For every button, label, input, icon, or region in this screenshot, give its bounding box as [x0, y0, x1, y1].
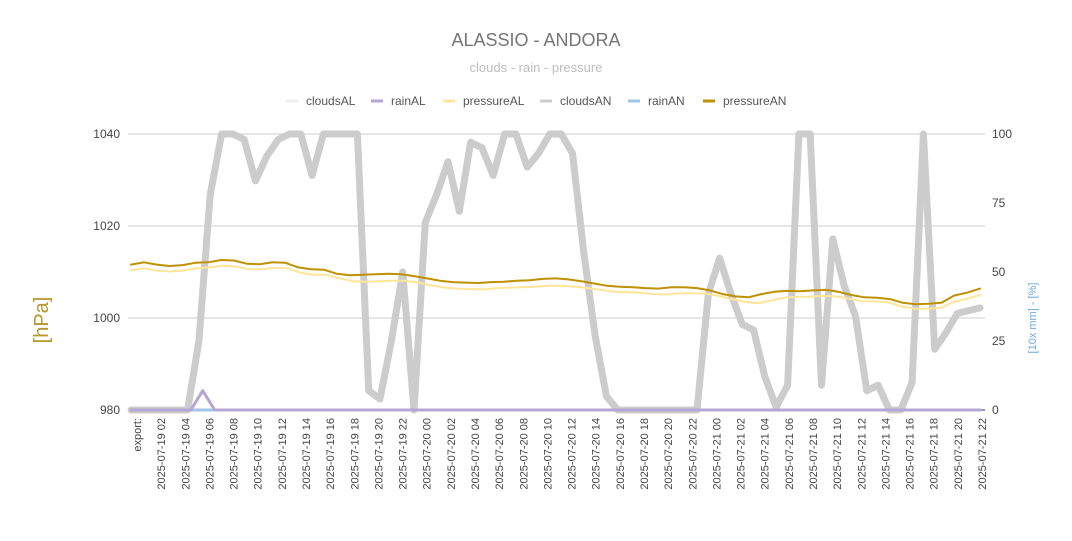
- y-tick-left: 1040: [93, 127, 120, 141]
- x-tick-label: 2025-07-20 20: [663, 418, 675, 490]
- y-tick-right: 50: [992, 265, 1006, 279]
- x-tick-label: 2025-07-21 08: [808, 418, 820, 490]
- x-tick-label: 2025-07-21 20: [953, 418, 965, 490]
- x-tick-label: 2025-07-19 20: [373, 418, 385, 490]
- y-tick-right: 75: [992, 196, 1006, 210]
- legend-label-rainAL: rainAL: [391, 94, 426, 108]
- legend-label-cloudsAN: cloudsAN: [560, 94, 611, 108]
- x-tick-label: 2025-07-20 18: [639, 418, 651, 490]
- x-tick-label: 2025-07-21 14: [880, 418, 892, 490]
- y-tick-right: 25: [992, 334, 1006, 348]
- x-tick-label: 2025-07-19 14: [301, 418, 313, 490]
- x-tick-label: 2025-07-19 06: [204, 418, 216, 490]
- x-tick-label: 2025-07-19 08: [229, 418, 241, 490]
- y-tick-left: 980: [100, 403, 120, 417]
- x-tick-label: 2025-07-20 08: [518, 418, 530, 490]
- series-line-pressureAL: [130, 264, 981, 310]
- series-layer: [127, 130, 984, 414]
- x-tick-label: 2025-07-20 12: [567, 418, 579, 490]
- series-line-cloudsAN: [127, 130, 984, 414]
- x-tick-label: 2025-07-20 04: [470, 418, 482, 490]
- x-tick-label: 2025-07-21 22: [977, 418, 989, 490]
- x-tick-label: 2025-07-21 16: [905, 418, 917, 490]
- x-tick-label: 2025-07-20 22: [687, 418, 699, 490]
- legend-label-pressureAL: pressureAL: [463, 94, 525, 108]
- x-tick-label: 2025-07-20 00: [422, 418, 434, 490]
- x-tick-label: 2025-07-21 06: [784, 418, 796, 490]
- legend-label-cloudsAL: cloudsAL: [306, 94, 356, 108]
- x-tick-label: 2025-07-21 00: [711, 418, 723, 490]
- legend-label-rainAN: rainAN: [648, 94, 685, 108]
- axes: 980 1000 1020 1040 0 25 50 75 100 export: 2025-07-…: [93, 127, 1012, 490]
- x-tick-label: 2025-07-19 02: [156, 418, 168, 490]
- y-tick-left: 1020: [93, 219, 120, 233]
- x-tick-label: 2025-07-19 16: [325, 418, 337, 490]
- chart-subtitle: clouds - rain - pressure: [470, 60, 603, 75]
- y-tick-right: 0: [992, 403, 999, 417]
- y-tick-right: 100: [992, 127, 1012, 141]
- series-line-pressureAN: [130, 259, 981, 306]
- x-tick-label: export:: [132, 418, 144, 452]
- x-tick-label: 2025-07-19 04: [180, 418, 192, 490]
- legend: cloudsAL rainAL pressureAL cloudsAN rainAN pr…: [286, 94, 786, 108]
- x-tick-label: 2025-07-21 02: [736, 418, 748, 490]
- series-line-rainAL: [129, 389, 982, 412]
- x-tick-label: 2025-07-21 10: [832, 418, 844, 490]
- x-tick-label: 2025-07-21 04: [760, 418, 772, 490]
- x-tick-label: 2025-07-20 16: [615, 418, 627, 490]
- chart-title: ALASSIO - ANDORA: [451, 30, 620, 50]
- legend-label-pressureAN: pressureAN: [723, 94, 786, 108]
- x-tick-label: 2025-07-20 10: [542, 418, 554, 490]
- x-tick-label: 2025-07-19 18: [349, 418, 361, 490]
- x-tick-label: 2025-07-19 12: [277, 418, 289, 490]
- x-tick-label: 2025-07-20 14: [591, 418, 603, 490]
- y-tick-left: 1000: [93, 311, 120, 325]
- x-tick-label: 2025-07-19 22: [398, 418, 410, 490]
- x-tick-label: 2025-07-19 10: [253, 418, 265, 490]
- x-tick-label: 2025-07-20 06: [494, 418, 506, 490]
- y-axis-left-label: [hPa]: [31, 297, 53, 344]
- x-tick-label: 2025-07-20 02: [446, 418, 458, 490]
- x-tick-label: 2025-07-21 12: [856, 418, 868, 490]
- y-axis-right-label: [10x mm] - [%]: [1027, 283, 1039, 354]
- x-tick-label: 2025-07-21 18: [929, 418, 941, 490]
